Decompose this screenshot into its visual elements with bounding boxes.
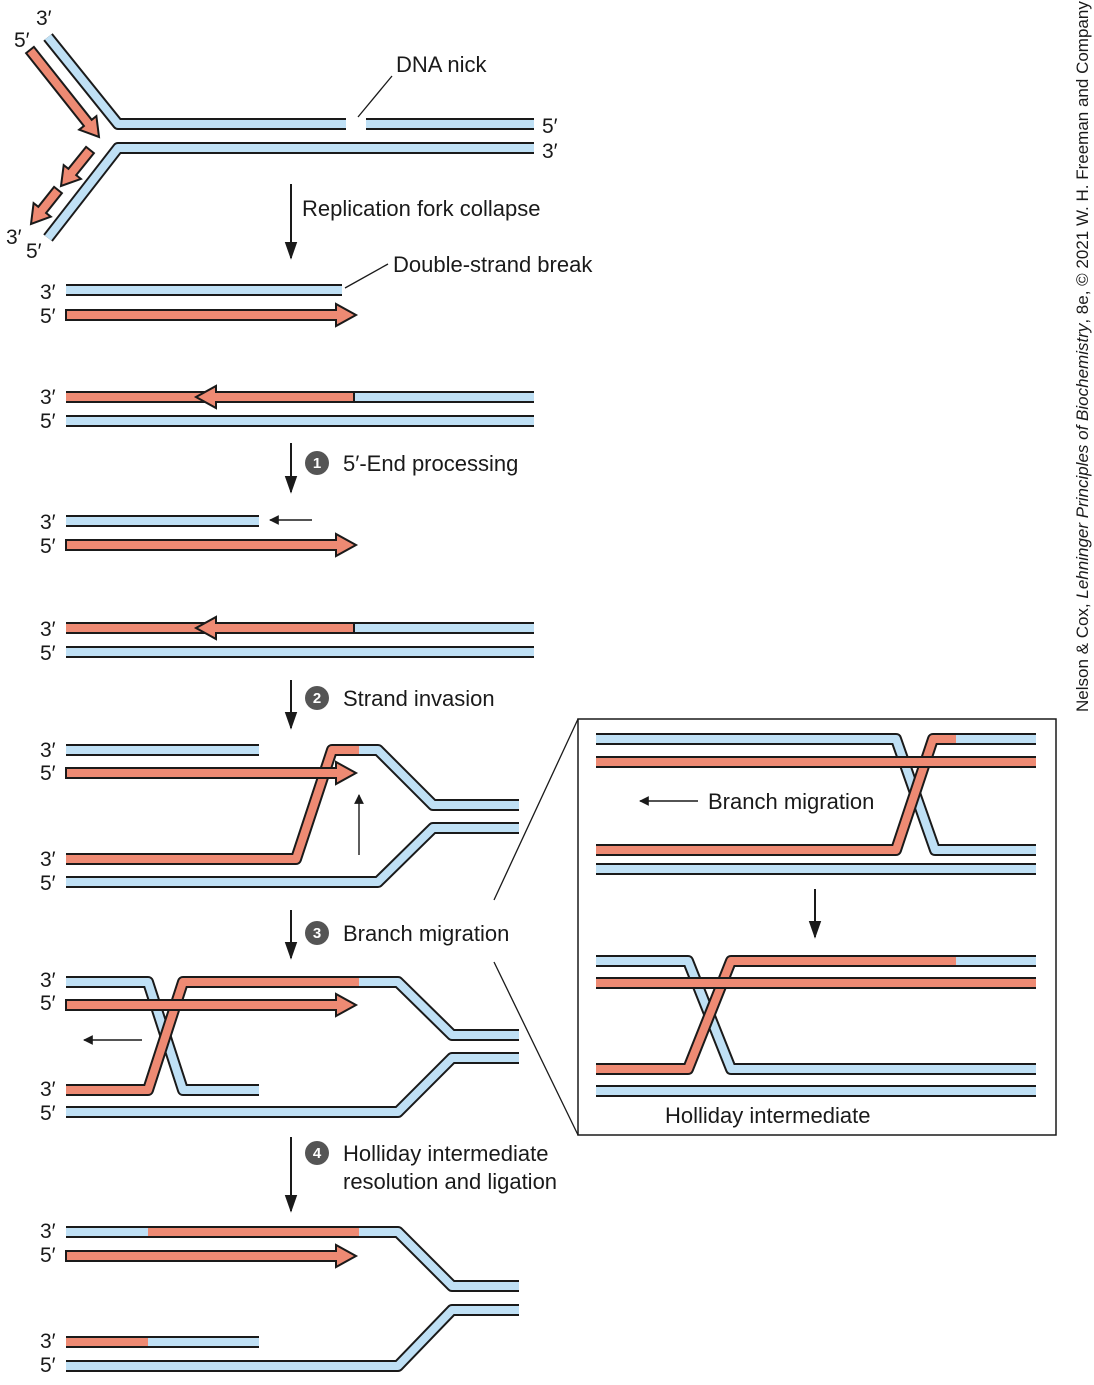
template-strand-segment (44, 34, 346, 128)
credit-authors: Nelson & Cox, (1073, 599, 1092, 712)
end-label-5prime: 5′ (40, 1354, 56, 1377)
template-strand-segment (66, 1054, 519, 1116)
new-strand-segment (66, 746, 359, 863)
end-label-3prime: 3′ (40, 511, 56, 534)
double-strand-break-pointer (344, 263, 389, 289)
step-1: 1 5′-End processing (305, 451, 518, 476)
end-label-3prime: 3′ (6, 226, 22, 249)
end-label-5prime: 5′ (40, 410, 56, 433)
recombinant-strand-bottom (66, 1304, 519, 1372)
step-number: 4 (313, 1145, 322, 1162)
inset-frame (577, 718, 1057, 1136)
dna-strands (43, 33, 1036, 1372)
new-strand-segment (66, 978, 359, 1094)
step-badge (305, 451, 329, 475)
end-label-5prime: 5′ (40, 305, 56, 328)
recombinant-arrow (65, 1243, 359, 1269)
holliday-intermediate-label: Holliday intermediate (665, 1103, 870, 1128)
invading-duplex-5prime-arrow (65, 760, 359, 786)
end-label-3prime: 3′ (40, 848, 56, 871)
template-strand-segment (44, 144, 534, 241)
end-label-5prime: 5′ (40, 642, 56, 665)
crossed-strand-red (66, 976, 519, 1096)
template-strand (66, 1052, 519, 1118)
fork-upper-strand (43, 33, 346, 130)
step-label: 5′-End processing (343, 451, 518, 476)
step-2: 2 Strand invasion (305, 686, 495, 711)
step-badge (305, 686, 329, 710)
step-number: 3 (313, 925, 321, 942)
template-strand-segment (66, 824, 519, 886)
double-strand-break-label: Double-strand break (393, 252, 593, 277)
end-label-3prime: 3′ (40, 1078, 56, 1101)
end-label-3prime: 3′ (40, 618, 56, 641)
step-label-line-1: Holliday intermediate (343, 1141, 548, 1166)
end-label-3prime: 3′ (542, 140, 558, 163)
end-label-5prime: 5′ (40, 535, 56, 558)
lagging-fragment-arrow (59, 145, 96, 188)
end-label-3prime: 3′ (40, 969, 56, 992)
new-strand-segment (596, 957, 956, 1073)
new-strand-segment (596, 735, 956, 854)
sister-new-strand-arrow (193, 384, 355, 410)
end-label-3prime: 3′ (40, 386, 56, 409)
fork-lower-strand (43, 142, 534, 242)
end-label-3prime: 3′ (40, 739, 56, 762)
step-number: 2 (313, 690, 321, 707)
template-strand-segment (66, 1306, 519, 1370)
inset-crossing-red (596, 955, 1036, 1075)
processed-strand-5prime-arrow (65, 532, 359, 558)
template-strand-segment (359, 978, 519, 1039)
dna-nick-pointer (357, 75, 393, 118)
end-label-5prime: 5′ (40, 1102, 56, 1125)
end-label-3prime: 3′ (40, 1220, 56, 1243)
end-label-5prime: 5′ (26, 240, 42, 263)
step-label: Branch migration (343, 921, 509, 946)
end-label-5prime: 5′ (14, 29, 30, 52)
inset-connector-bottom (493, 961, 579, 1136)
strand-direction-arrows (24, 45, 359, 1269)
template-strand-segment (359, 1228, 519, 1290)
inset-branch-migration-label: Branch migration (708, 789, 874, 814)
broken-strand-5prime-arrow (65, 302, 359, 328)
end-label-5prime: 5′ (40, 872, 56, 895)
end-label-3prime: 3′ (40, 281, 56, 304)
sister-new-strand-arrow (193, 615, 355, 641)
inset-crossing-red (596, 733, 1036, 856)
template-strand (66, 822, 519, 888)
fork-collapse-label: Replication fork collapse (302, 196, 540, 221)
migrating-strand-arrow (65, 992, 359, 1018)
end-label-5prime: 5′ (40, 762, 56, 785)
step-badge (305, 1141, 329, 1165)
step-label: Strand invasion (343, 686, 495, 711)
leading-strand-arrow (24, 45, 101, 139)
end-label-3prime: 3′ (36, 7, 52, 30)
step-number: 1 (313, 455, 321, 472)
end-label-5prime: 5′ (542, 115, 558, 138)
step-4: 4 Holliday intermediate resolution and l… (305, 1141, 557, 1194)
inset-connector-top (493, 718, 579, 901)
strand-outline (43, 33, 346, 130)
credit-edition: , 8e, © 2021 W. H. Freeman and Company (1073, 1, 1092, 324)
step-3: 3 Branch migration (305, 921, 509, 946)
end-label-3prime: 3′ (40, 1330, 56, 1353)
end-label-5prime: 5′ (40, 1244, 56, 1267)
end-label-5prime: 5′ (40, 992, 56, 1015)
credit-book-title: Lehninger Principles of Biochemistry (1073, 322, 1092, 598)
process-arrows (83, 75, 822, 1213)
step-label-line-2: resolution and ligation (343, 1169, 557, 1194)
template-strand-segment (359, 746, 519, 809)
invaded-strand (66, 744, 519, 865)
strand-end-labels: 3′ 5′ 5′ 3′ 3′ 5′ 3′ 5′ 3′ 5′ 3′ 5′ 3′ 5… (6, 7, 558, 1377)
copyright-credit: Nelson & Cox, Lehninger Principles of Bi… (1073, 1, 1092, 712)
lagging-fragment-arrow (29, 185, 64, 226)
step-badge (305, 921, 329, 945)
dna-nick-label: DNA nick (396, 52, 487, 77)
recombinant-strand-top (66, 1226, 519, 1292)
